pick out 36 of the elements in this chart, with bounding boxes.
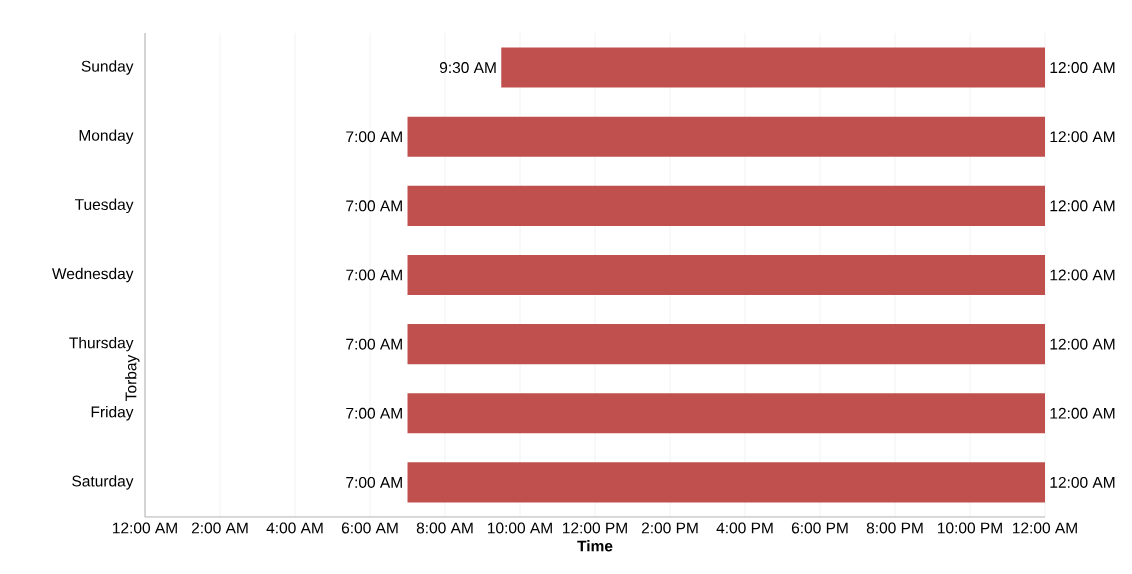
annotation: 12:00 AM (1050, 200, 1115, 212)
x-tick-label: 8:00 AM (416, 522, 473, 534)
x-tick-label: 12:00 PM (563, 522, 627, 534)
x-tick-label: 8:00 PM (866, 522, 923, 534)
x-tick-label: 2:00 AM (191, 522, 248, 534)
annotation: 7:00 AM (346, 269, 402, 281)
annotation: 7:00 AM (346, 200, 402, 212)
x-tick-label: 6:00 PM (791, 522, 848, 534)
annotation: 9:30 AM (439, 62, 496, 74)
y-tick-label: Monday (79, 129, 134, 144)
x-tick-label: 12:00 AM (1013, 522, 1077, 534)
x-axis-title: Time (577, 540, 613, 552)
annotation: 7:00 AM (346, 407, 402, 419)
y-tick-label: Friday (91, 406, 134, 421)
annotation: 12:00 AM (1050, 476, 1115, 488)
x-tick-label: 6:00 AM (341, 522, 398, 534)
y-tick-label: Tuesday (74, 198, 134, 214)
annotation: 12:00 AM (1050, 407, 1115, 419)
y-tick-label: Thursday (69, 336, 134, 352)
annotation: 12:00 AM (1050, 269, 1115, 281)
y-tick-label: Saturday (72, 475, 134, 490)
x-tick-label: 2:00 PM (641, 522, 698, 534)
x-tick-label: 4:00 AM (266, 522, 323, 534)
y-tick-label: Wednesday (52, 267, 134, 283)
annotation: 12:00 AM (1050, 131, 1115, 143)
annotation: 7:00 AM (346, 338, 402, 350)
x-tick-label: 12:00 AM (113, 522, 177, 534)
y-tick-label: Sunday (81, 60, 134, 75)
annotation: 12:00 AM (1050, 62, 1115, 74)
annotation: 12:00 AM (1050, 338, 1115, 350)
x-tick-label: 4:00 PM (716, 522, 773, 534)
x-tick-label: 10:00 AM (488, 522, 552, 534)
x-tick-label: 10:00 PM (938, 522, 1002, 534)
annotation: 7:00 AM (346, 476, 402, 488)
annotation: 7:00 AM (346, 131, 402, 143)
y-axis-title: Torbay (125, 354, 140, 401)
